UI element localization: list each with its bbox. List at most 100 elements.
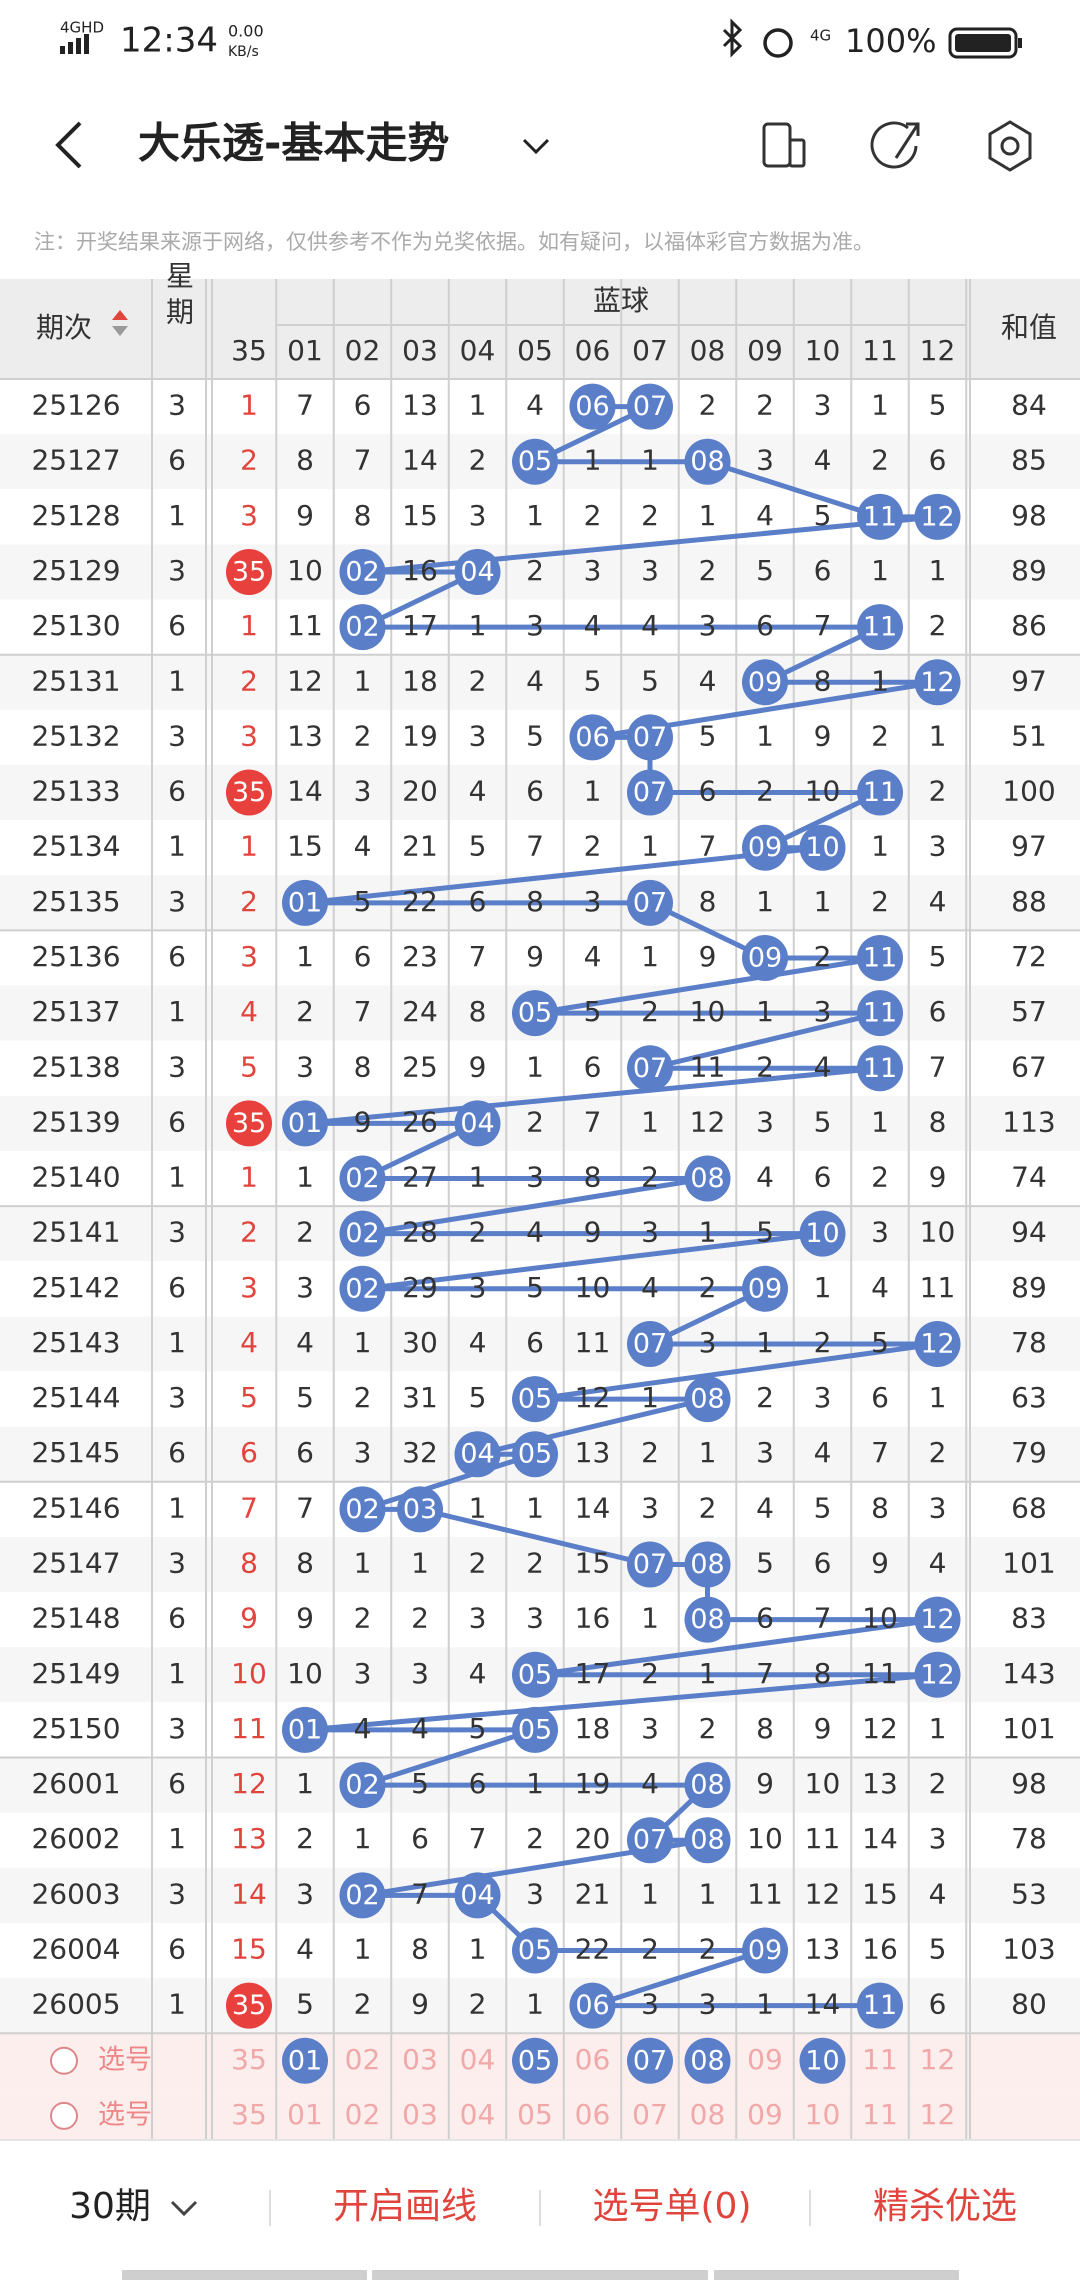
pick-ball-circle	[799, 2037, 846, 2084]
blue-ball: 07	[633, 887, 667, 918]
blue-miss: 6	[929, 444, 947, 477]
pick-number[interactable]: 09	[747, 2043, 783, 2076]
blue-miss: 19	[402, 719, 438, 752]
back-button[interactable]	[55, 121, 82, 169]
blue-miss: 3	[871, 1216, 889, 1249]
weekday: 3	[168, 885, 186, 918]
pick-number[interactable]: 02	[345, 2098, 381, 2131]
blue-miss: 3	[641, 554, 659, 587]
pick-list-button[interactable]: 选号单(0)	[593, 2186, 752, 2227]
pick-radio[interactable]	[50, 2046, 78, 2075]
column-header: 12	[920, 334, 956, 367]
blue-miss: 7	[354, 995, 372, 1028]
pick-ball-circle	[684, 2037, 731, 2084]
blue-miss: 26	[402, 1105, 438, 1138]
period: 25147	[31, 1547, 120, 1580]
period: 25146	[31, 1491, 120, 1524]
blue-ball-circle	[454, 1431, 501, 1478]
front-miss: 8	[240, 1547, 258, 1580]
pick-number[interactable]: 12	[920, 2043, 956, 2076]
blue-miss: 1	[296, 1767, 314, 1800]
pick-number[interactable]: 11	[862, 2043, 898, 2076]
pick-number[interactable]: 06	[575, 2043, 611, 2076]
pick-front[interactable]: 35	[231, 2098, 267, 2131]
weekday: 3	[168, 1547, 186, 1580]
period: 25135	[31, 885, 120, 918]
pick-number[interactable]: 11	[862, 2098, 898, 2131]
blue-ball: 12	[920, 1604, 954, 1635]
pick-number[interactable]: 09	[747, 2098, 783, 2131]
blue-miss: 20	[402, 775, 438, 808]
draw-line-button[interactable]: 开启画线	[333, 2186, 477, 2227]
front-ball-circle	[226, 548, 272, 595]
blue-miss: 5	[929, 389, 947, 422]
pick-number[interactable]: 12	[920, 2098, 956, 2131]
blue-miss: 16	[862, 1932, 898, 1965]
pick-number[interactable]: 07	[632, 2098, 668, 2131]
row-bg	[0, 709, 1080, 765]
pick-number[interactable]: 04	[460, 2043, 496, 2076]
weekday: 6	[168, 1105, 186, 1138]
sum: 101	[1002, 1547, 1055, 1580]
period-dropdown[interactable]	[170, 2200, 198, 2217]
blue-miss: 4	[584, 609, 602, 642]
blue-miss: 2	[469, 1216, 487, 1249]
front-miss: 3	[240, 499, 258, 532]
pick-number[interactable]: 06	[575, 2098, 611, 2131]
blue-miss: 2	[871, 885, 889, 918]
blue-miss: 13	[805, 1932, 841, 1965]
blue-miss: 8	[929, 1105, 947, 1138]
blue-miss: 21	[402, 830, 438, 863]
blue-ball-circle	[512, 1706, 558, 1753]
pick-number[interactable]: 10	[805, 2098, 841, 2131]
blue-miss: 3	[354, 775, 372, 808]
column-header: 10	[805, 334, 841, 367]
blue-miss: 3	[929, 1822, 947, 1855]
blue-ball-circle	[742, 659, 788, 706]
row-bg	[0, 1536, 1080, 1593]
period: 25142	[31, 1271, 120, 1304]
blue-miss: 5	[526, 1271, 544, 1304]
period: 25149	[31, 1657, 120, 1690]
share-icon[interactable]	[870, 121, 920, 169]
pick-number[interactable]: 02	[345, 2043, 381, 2076]
blue-ball-circle	[627, 879, 673, 926]
blue-ball-circle	[684, 1762, 731, 1809]
pick-number[interactable]: 03	[402, 2043, 438, 2076]
weekday: 6	[168, 940, 186, 973]
blue-miss: 6	[814, 1161, 832, 1194]
blue-ball: 03	[403, 1494, 437, 1525]
blue-miss: 4	[814, 1050, 832, 1083]
pick-number[interactable]: 04	[460, 2098, 496, 2131]
device-icon[interactable]	[762, 122, 806, 168]
blue-ball: 06	[575, 722, 609, 753]
pick-number[interactable]: 01	[287, 2098, 323, 2131]
blue-miss: 13	[862, 1767, 898, 1800]
title-dropdown[interactable]	[522, 138, 550, 155]
blue-miss: 2	[296, 1822, 314, 1855]
period-selector[interactable]: 30期	[69, 2186, 151, 2227]
blue-miss: 3	[814, 995, 832, 1028]
filter-button[interactable]: 精杀优选	[873, 2186, 1017, 2227]
blue-ball: 11	[863, 998, 897, 1029]
blue-miss: 2	[929, 775, 947, 808]
settings-icon[interactable]	[988, 120, 1032, 172]
pick-radio[interactable]	[50, 2101, 78, 2130]
blue-miss: 2	[526, 1822, 544, 1855]
blue-miss: 2	[699, 1271, 717, 1304]
blue-ball-circle	[857, 990, 903, 1037]
front-ball: 35	[232, 1990, 266, 2021]
pick-number[interactable]: 03	[402, 2098, 438, 2131]
blue-miss: 1	[756, 995, 774, 1028]
blue-ball-circle	[914, 659, 961, 706]
blue-miss: 9	[526, 940, 544, 973]
pick-number[interactable]: 05	[517, 2098, 553, 2131]
row-bg	[0, 379, 1080, 435]
weekday: 1	[168, 995, 186, 1028]
blue-miss: 7	[929, 1050, 947, 1083]
pick-front[interactable]: 35	[231, 2043, 267, 2076]
blue-miss: 4	[756, 1161, 774, 1194]
blue-ball: 04	[460, 556, 494, 587]
blue-miss: 8	[756, 1712, 774, 1745]
pick-number[interactable]: 08	[690, 2098, 726, 2131]
